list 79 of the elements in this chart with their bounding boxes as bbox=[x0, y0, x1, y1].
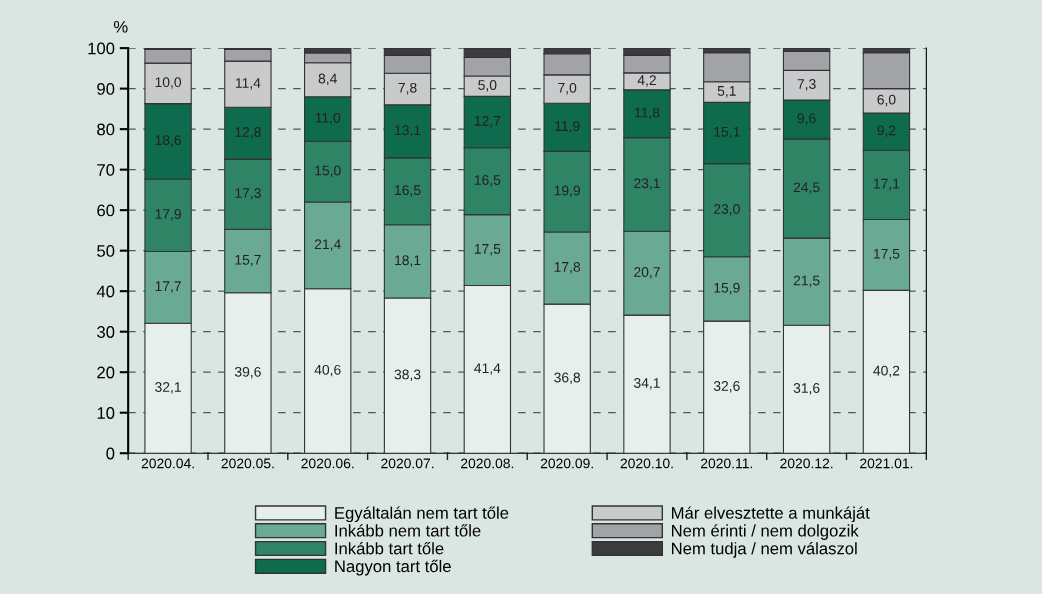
x-tick-label: 2021.01. bbox=[860, 458, 913, 469]
data-label: 18,6 bbox=[155, 135, 181, 147]
data-label: 20,7 bbox=[634, 267, 660, 279]
data-label: 16,5 bbox=[474, 175, 501, 187]
legend-label: Nem tudja / nem válaszol bbox=[672, 541, 857, 558]
data-label: 9,2 bbox=[877, 125, 896, 137]
data-label: 7,3 bbox=[797, 79, 816, 91]
data-label: 17,5 bbox=[474, 244, 501, 256]
x-tick-label: 2020.07. bbox=[381, 458, 434, 469]
legend-label: Inkább tart tőle bbox=[335, 541, 444, 555]
data-label: 24,5 bbox=[793, 182, 820, 194]
data-label: 39,6 bbox=[234, 366, 261, 379]
data-label: 11,9 bbox=[555, 121, 580, 133]
data-label: 18,1 bbox=[395, 255, 421, 267]
data-label: 6,0 bbox=[877, 94, 896, 107]
data-label: 41,4 bbox=[474, 363, 501, 375]
data-label: 23,0 bbox=[713, 204, 740, 216]
y-tick-label: 0 bbox=[106, 447, 115, 460]
data-label: 11,8 bbox=[635, 107, 660, 120]
legend-label: Nagyon tart tőle bbox=[335, 559, 451, 576]
data-label: 15,7 bbox=[235, 255, 261, 267]
legend-label: Inkább nem tart tőle bbox=[335, 524, 481, 537]
data-label: 7,0 bbox=[558, 82, 577, 95]
data-label: 9,6 bbox=[797, 113, 816, 125]
data-label: 15,9 bbox=[714, 282, 740, 295]
data-label: 38,3 bbox=[394, 369, 421, 382]
data-label: 17,8 bbox=[554, 261, 581, 274]
x-tick-label: 2020.10. bbox=[620, 458, 673, 469]
data-label: 16,5 bbox=[395, 185, 421, 197]
data-label: 10,0 bbox=[155, 77, 182, 89]
x-tick-label: 2020.06. bbox=[301, 458, 354, 469]
y-tick-label: 50 bbox=[97, 245, 115, 257]
data-label: 4,2 bbox=[637, 75, 656, 87]
legend-label: Nem érinti / nem dolgozik bbox=[672, 524, 859, 540]
x-tick-label: 2020.09. bbox=[540, 458, 593, 469]
legend-label: Már elvesztette a munkáját bbox=[672, 506, 870, 523]
y-tick-label: 30 bbox=[97, 326, 115, 338]
y-tick-label: 70 bbox=[97, 164, 115, 176]
data-label: 5,1 bbox=[717, 86, 736, 98]
data-label: 17,5 bbox=[873, 248, 900, 261]
data-label: 11,0 bbox=[315, 112, 341, 125]
y-tick-label: 80 bbox=[97, 123, 115, 136]
data-label: 36,8 bbox=[554, 372, 581, 385]
y-tick-label: 60 bbox=[97, 204, 115, 217]
data-label: 5,0 bbox=[478, 80, 497, 92]
data-label: 40,6 bbox=[314, 364, 341, 377]
data-label: 13,1 bbox=[395, 125, 421, 137]
x-tick-label: 2020.11. bbox=[700, 458, 753, 469]
data-label: 34,1 bbox=[633, 378, 660, 390]
data-label: 32,6 bbox=[713, 381, 740, 393]
data-label: 17,1 bbox=[873, 178, 900, 191]
y-tick-label: 10 bbox=[97, 407, 115, 419]
y-tick-label: 40 bbox=[96, 285, 115, 298]
data-label: 31,6 bbox=[793, 383, 820, 395]
x-tick-label: 2020.08. bbox=[461, 458, 514, 469]
x-tick-label: 2020.04. bbox=[141, 458, 194, 469]
data-label: 17,9 bbox=[155, 209, 181, 221]
data-label: 15,1 bbox=[714, 127, 740, 139]
data-label: 19,9 bbox=[554, 185, 581, 198]
y-axis-title: % bbox=[113, 20, 128, 33]
data-label: 12,8 bbox=[235, 127, 261, 139]
data-label: 21,5 bbox=[793, 275, 820, 288]
data-label: 23,1 bbox=[634, 178, 660, 190]
x-tick-label: 2020.12. bbox=[780, 458, 833, 469]
y-tick-label: 90 bbox=[97, 83, 115, 95]
data-label: 17,7 bbox=[155, 281, 181, 293]
data-label: 17,3 bbox=[235, 188, 261, 200]
y-tick-label: 20 bbox=[97, 366, 115, 379]
data-label: 11,4 bbox=[235, 78, 261, 90]
x-tick-label: 2020.05. bbox=[221, 458, 274, 469]
data-label: 32,1 bbox=[155, 382, 181, 394]
data-label: 40,2 bbox=[873, 365, 900, 378]
data-label: 7,8 bbox=[398, 82, 417, 95]
y-tick-label: 100 bbox=[88, 42, 115, 55]
data-label: 15,0 bbox=[315, 165, 341, 178]
legend-label: Egyáltalán nem tart tőle bbox=[335, 506, 509, 523]
data-label: 21,4 bbox=[314, 239, 341, 251]
data-label: 8,4 bbox=[318, 73, 337, 86]
data-label: 12,7 bbox=[474, 115, 501, 128]
